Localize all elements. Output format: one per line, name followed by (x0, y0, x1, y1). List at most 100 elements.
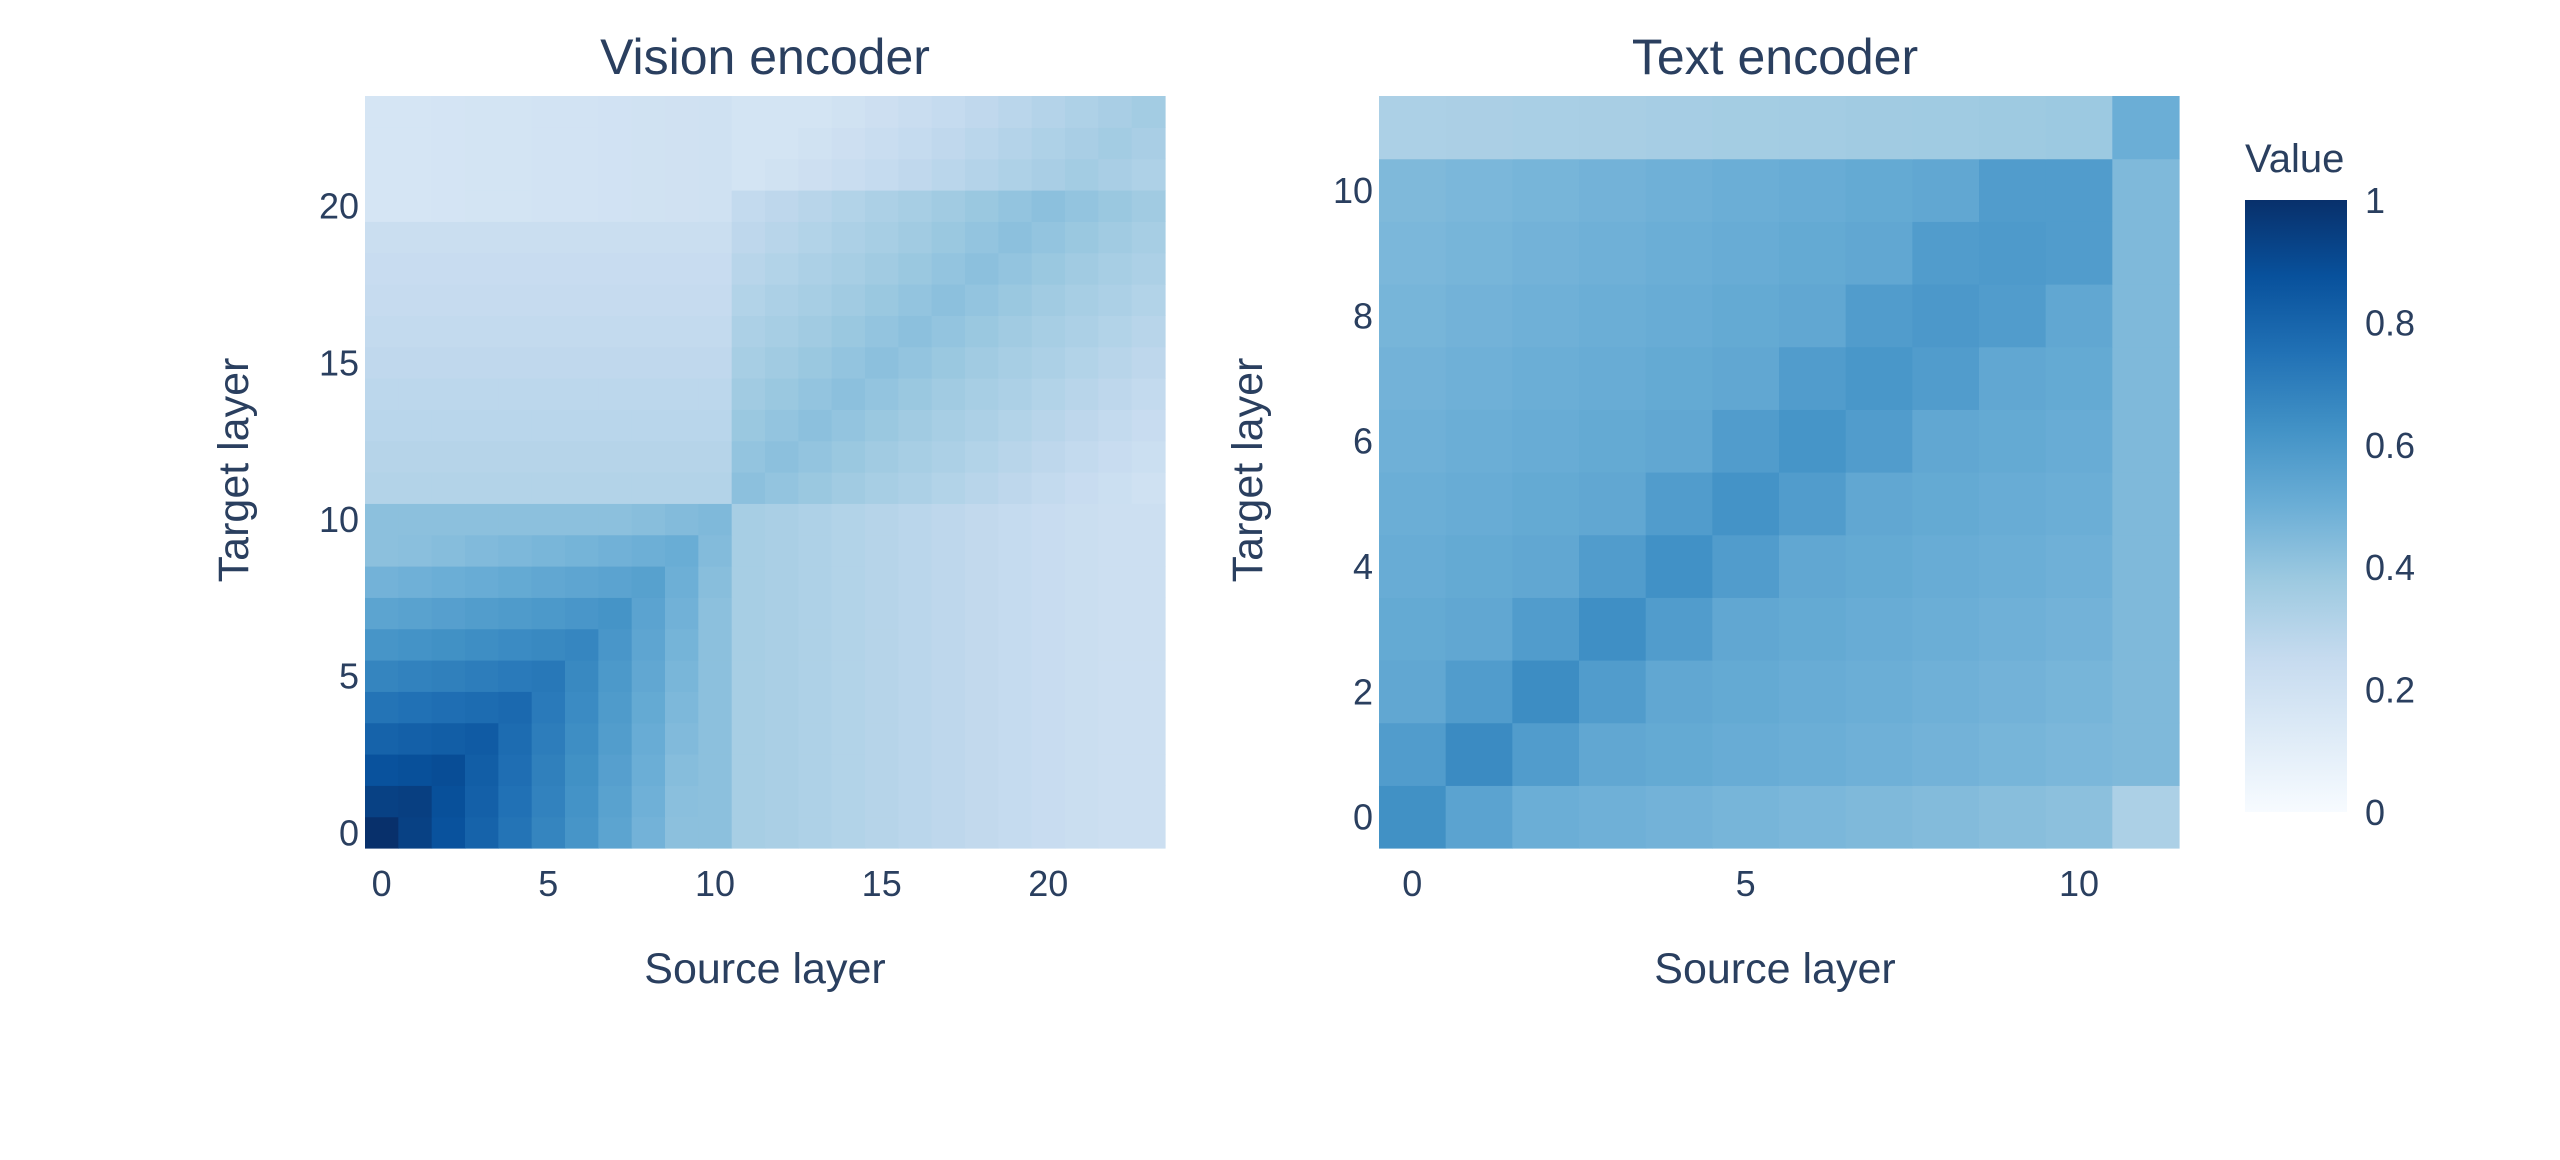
vision-cell (1031, 158, 1066, 191)
vision-cell (365, 284, 399, 316)
vision-cell (1065, 252, 1099, 285)
text-cell (1512, 472, 1580, 536)
vision-cell (565, 158, 599, 191)
vision-cell (365, 534, 399, 567)
text-cell (1445, 96, 1513, 160)
vision-cell (1131, 785, 1166, 818)
vision-cell (765, 660, 799, 692)
vision-cell (898, 503, 933, 536)
vision-cell (965, 158, 999, 191)
vision-cell (998, 315, 1033, 348)
vision-cell (1098, 346, 1133, 379)
vision-cell (465, 96, 499, 128)
vision-cell (765, 566, 799, 598)
text-cell (1645, 346, 1713, 410)
vision-y-ticks: 0 5 10 15 20 (319, 186, 359, 854)
vision-cell (531, 754, 566, 786)
vision-cell (931, 127, 966, 160)
vision-cell (1098, 597, 1133, 630)
vision-cell (598, 534, 633, 567)
vision-cell (898, 252, 933, 285)
vision-cell (531, 440, 566, 473)
vision-cell (1031, 96, 1066, 128)
vision-cell (1065, 96, 1099, 128)
vision-cell (498, 754, 533, 786)
text-cell (2112, 409, 2180, 473)
text-cell (1912, 158, 1980, 222)
vision-cell (1098, 221, 1133, 254)
vision-cell (565, 534, 599, 567)
colorbar-tick-label: 0.2 (2365, 670, 2415, 711)
vision-cell (931, 472, 966, 504)
text-cell (1379, 534, 1447, 598)
text-cell (1579, 96, 1647, 160)
vision-cell (531, 409, 566, 442)
vision-cell (1065, 378, 1099, 410)
vision-cell (431, 660, 466, 692)
vision-cell (398, 597, 433, 630)
vision-cell (431, 252, 466, 285)
vision-cell (465, 190, 499, 222)
vision-cell (431, 440, 466, 473)
vision-cell (565, 190, 599, 222)
vision-cell (698, 221, 733, 254)
vision-cell (1131, 566, 1166, 598)
vision-cell (365, 190, 399, 222)
vision-cell (1098, 503, 1133, 536)
vision-cell (398, 722, 433, 755)
vision-cell (798, 628, 833, 661)
text-title: Text encoder (1632, 29, 1918, 85)
text-cell (1379, 346, 1447, 410)
vision-cell (698, 816, 733, 849)
vision-cell (598, 315, 633, 348)
vision-cell (965, 754, 999, 786)
vision-cell (631, 628, 666, 661)
vision-cell (898, 472, 933, 504)
vision-y-tick-label: 0 (339, 812, 359, 853)
text-cell (1979, 534, 2047, 598)
vision-cell (531, 190, 566, 222)
vision-cell (1131, 221, 1166, 254)
vision-cell (998, 597, 1033, 630)
vision-x-tick-label: 0 (372, 863, 392, 904)
colorbar-bar (2245, 200, 2347, 812)
vision-y-tick-label: 20 (319, 186, 359, 227)
vision-cell (1098, 252, 1133, 285)
vision-cell (565, 252, 599, 285)
vision-cell (498, 566, 533, 598)
vision-cell (865, 284, 899, 316)
vision-cell (365, 722, 399, 755)
vision-cell (798, 284, 833, 316)
vision-cell (598, 472, 633, 504)
vision-cell (1065, 472, 1099, 504)
text-cell (1845, 409, 1913, 473)
vision-cell (898, 221, 933, 254)
text-cell (1579, 284, 1647, 348)
text-cell (1379, 722, 1447, 786)
vision-cell (831, 221, 866, 254)
vision-cell (665, 503, 699, 536)
vision-cell (665, 378, 699, 410)
vision-cell (798, 722, 833, 755)
vision-cell (731, 534, 766, 567)
vision-cell (1031, 440, 1066, 473)
vision-cell (665, 691, 699, 724)
vision-cell (665, 252, 699, 285)
vision-cell (731, 409, 766, 442)
vision-cell (865, 503, 899, 536)
vision-cell (1065, 127, 1099, 160)
vision-cell (498, 409, 533, 442)
vision-cell (365, 785, 399, 818)
text-cell (2112, 722, 2180, 786)
text-cell (1645, 722, 1713, 786)
vision-cell (1065, 566, 1099, 598)
vision-cell (398, 472, 433, 504)
text-cell (1845, 96, 1913, 160)
vision-cell (965, 315, 999, 348)
vision-cell (365, 252, 399, 285)
vision-cell (665, 284, 699, 316)
vision-cell (865, 346, 899, 379)
text-cell (1912, 534, 1980, 598)
vision-cell (998, 691, 1033, 724)
vision-cell (1098, 315, 1133, 348)
